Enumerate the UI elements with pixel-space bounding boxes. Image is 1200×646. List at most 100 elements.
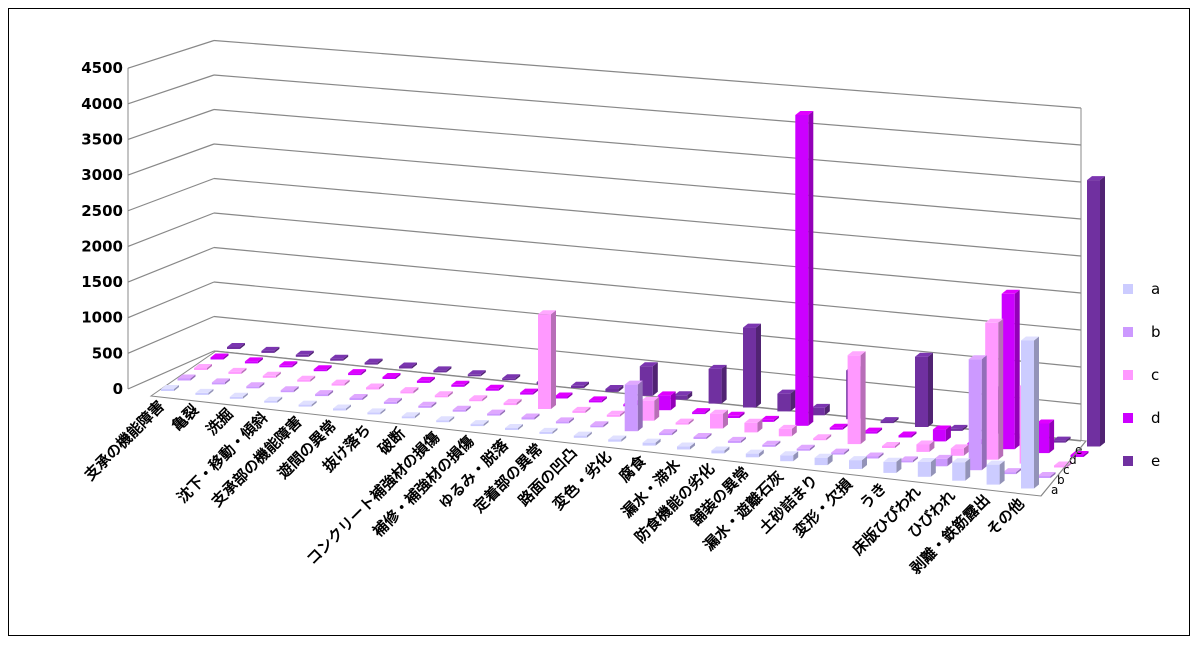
bar-side [893, 417, 899, 424]
bar-c-19 [847, 351, 866, 445]
bar-a-16 [711, 446, 730, 454]
bar-top [1052, 436, 1071, 441]
left-wall-gridline [127, 74, 215, 105]
bar-side [808, 111, 814, 426]
bar-c-0 [194, 364, 212, 370]
bar-side [207, 364, 212, 370]
bar-d-10 [554, 392, 573, 399]
bar-front [330, 358, 344, 361]
bar-side [516, 398, 522, 406]
bar-side [500, 409, 506, 416]
bar-d-2 [279, 361, 298, 368]
bar-front [503, 402, 517, 406]
bar-front [1036, 423, 1050, 454]
bar-front [934, 458, 948, 467]
bar-side [842, 423, 848, 430]
bar-side [483, 420, 489, 427]
bar-side [482, 395, 488, 402]
bar-a-21 [883, 457, 902, 473]
bar-front [331, 383, 345, 386]
bar-top [1037, 472, 1056, 476]
bar-a-7 [401, 412, 420, 419]
left-wall-gridline [127, 39, 215, 69]
bar-front [642, 442, 656, 446]
bar-side [962, 424, 968, 431]
bar-b-15 [693, 433, 712, 439]
bar-top [639, 362, 658, 367]
bar-side [310, 375, 316, 382]
bar-side [1065, 436, 1071, 443]
bar-side [758, 449, 764, 458]
left-wall-gridline [127, 143, 215, 176]
bar-front [639, 366, 653, 396]
legend-label-e: e [1151, 452, 1160, 470]
bar-top [674, 391, 693, 396]
bar-side [464, 380, 470, 387]
bar-d-0 [210, 353, 229, 360]
bar-side [274, 346, 280, 353]
bar-top [331, 379, 350, 384]
bar-side [449, 416, 455, 423]
category-label: 洗掘 [203, 405, 237, 439]
series-axis-label: a [1051, 483, 1058, 497]
y-tick-label: 0 [113, 380, 123, 398]
bar-top [177, 374, 196, 379]
bar-top [745, 449, 764, 454]
bar-top [295, 350, 314, 355]
bar-top [364, 358, 383, 363]
bar-top [952, 458, 971, 463]
bar-side [585, 406, 591, 413]
bar-top [418, 401, 437, 406]
bar-side [413, 387, 419, 394]
bar-front [641, 400, 655, 421]
bar-top [262, 371, 281, 376]
bar-side [534, 413, 540, 420]
bar-front [915, 356, 928, 427]
bar-a-14 [642, 438, 661, 446]
bar-front [588, 400, 602, 403]
bar-side [877, 427, 883, 434]
bar-top [659, 429, 678, 434]
bar-front [952, 462, 966, 481]
bar-top [401, 412, 420, 417]
bar-e-24 [1052, 436, 1071, 443]
bar-front [297, 379, 311, 382]
bar-d-1 [244, 357, 263, 364]
bar-side [705, 408, 711, 415]
bar-top [590, 421, 609, 426]
bar-top [229, 392, 248, 397]
legend-swatch-e [1123, 456, 1133, 466]
bar-side [655, 438, 661, 446]
bar-front [452, 409, 466, 412]
bar-b-0 [177, 374, 196, 381]
bar-top [760, 415, 779, 420]
bar-c-11 [572, 406, 591, 413]
bar-side [533, 388, 539, 395]
legend-label-a: a [1151, 280, 1160, 298]
bar-b-22 [934, 454, 953, 467]
bar-front [710, 413, 723, 429]
bar-a-19 [814, 453, 833, 466]
bar-front [917, 462, 931, 477]
bar-side [1067, 461, 1072, 468]
bar-side [998, 318, 1004, 460]
bar-e-6 [433, 366, 452, 373]
bar-side [690, 442, 695, 450]
bar-b-18 [796, 444, 815, 451]
bar-side [259, 382, 265, 389]
bar-b-23 [968, 355, 987, 471]
y-tick-label: 1500 [81, 273, 123, 291]
bar-front [401, 416, 415, 419]
bar-top [555, 417, 574, 422]
bar-top [865, 452, 884, 457]
bar-front [383, 401, 397, 404]
bar-front [675, 422, 689, 425]
bar-top [313, 365, 332, 370]
bar-top [436, 416, 455, 421]
series-axis-label: d [1069, 453, 1077, 467]
bar-top [348, 369, 367, 374]
bar-c-22 [950, 444, 969, 456]
bar-top [796, 444, 815, 449]
bar-e-10 [571, 381, 589, 388]
bar-top [898, 431, 917, 436]
